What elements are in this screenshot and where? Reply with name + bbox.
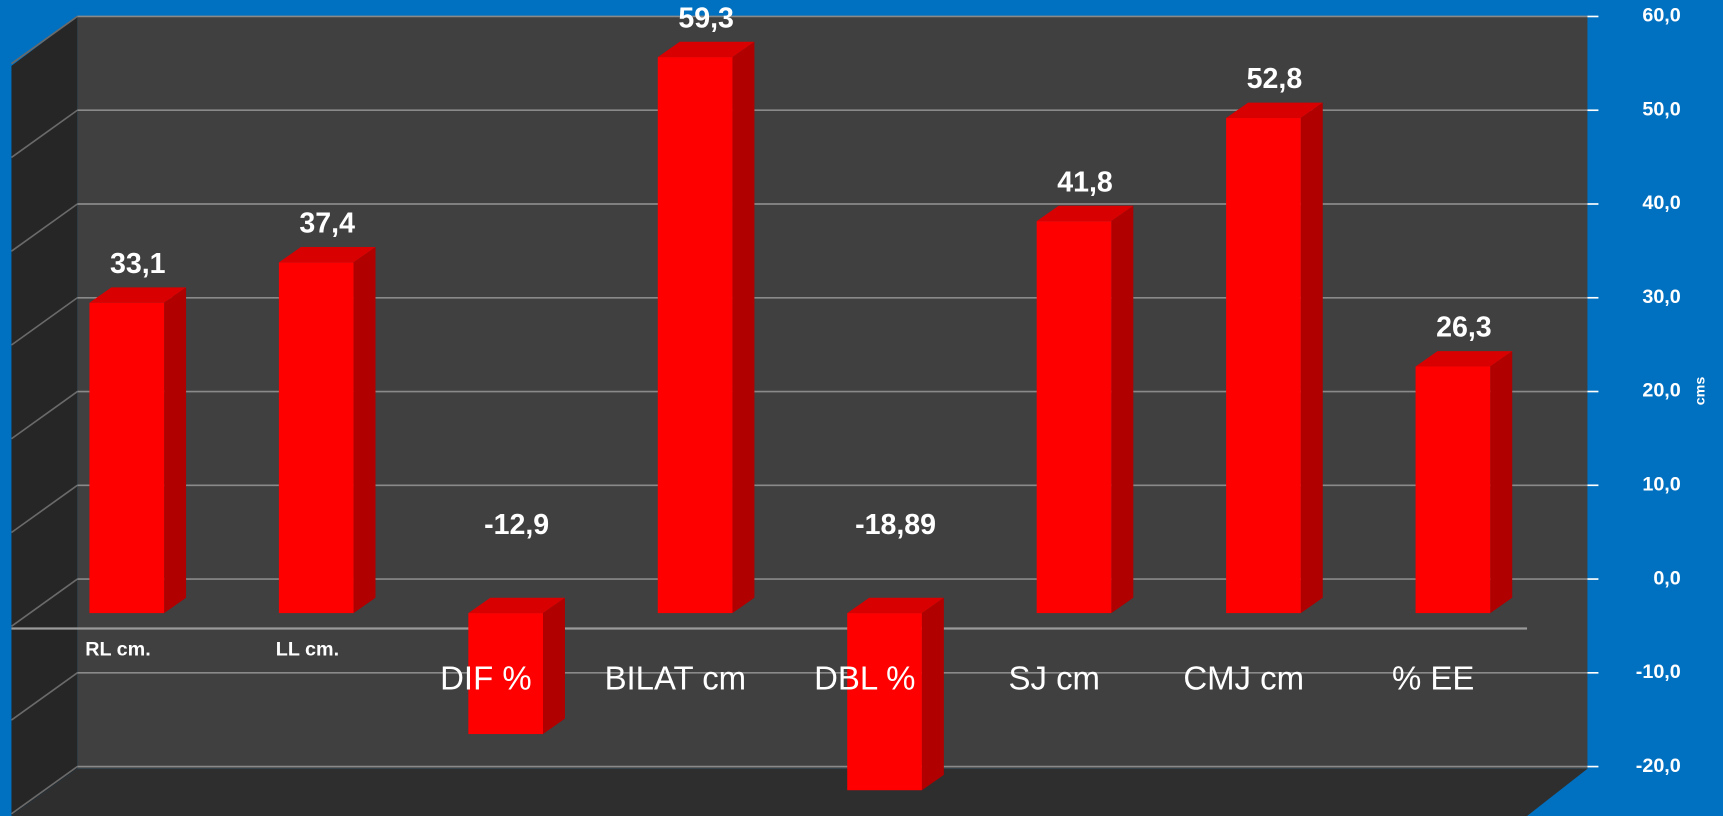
x-tick-label: DBL % (814, 660, 915, 697)
grid-line (10, 484, 78, 534)
y-tick-label: 40,0 (1642, 192, 1680, 214)
bar-side (1490, 351, 1513, 614)
bar (1226, 118, 1301, 614)
x-tick-label: LL cm. (276, 638, 339, 660)
y-tick-label: 20,0 (1642, 380, 1680, 402)
value-label: 26,3 (1436, 312, 1492, 344)
bar-side (921, 597, 944, 791)
bar-side (164, 287, 187, 614)
value-label: 33,1 (110, 248, 166, 280)
x-tick-label: RL cm. (85, 638, 151, 660)
value-label: -12,9 (484, 509, 549, 541)
grid-line (10, 765, 78, 815)
grid-line (10, 672, 78, 721)
bar-side (543, 597, 565, 735)
bar (847, 613, 922, 791)
y-tick-label: -20,0 (1636, 755, 1681, 777)
value-label: 37,4 (299, 208, 355, 240)
bar-top (89, 287, 187, 303)
y-tick-label: 50,0 (1642, 98, 1680, 120)
grid-line (10, 203, 78, 252)
bar-top (657, 41, 755, 58)
bar-side (1300, 102, 1323, 614)
x-tick-label: DIF % (440, 660, 532, 697)
bar-top (1226, 102, 1323, 119)
bar (278, 262, 354, 614)
y-tick-label: 60,0 (1642, 5, 1680, 27)
bar (657, 57, 733, 614)
x-tick-label: SJ cm (1008, 660, 1100, 697)
y-tick-label: 10,0 (1642, 474, 1680, 496)
bar (1415, 366, 1491, 614)
bar-top (468, 597, 565, 614)
y-tick-label: 0,0 (1653, 567, 1680, 589)
y-axis-label: cms (1692, 377, 1708, 406)
value-label: 52,8 (1247, 63, 1303, 95)
bar-side (353, 247, 376, 614)
grid-line (10, 390, 78, 440)
bar-side (732, 41, 755, 614)
bar (89, 302, 165, 614)
value-label: 59,3 (678, 2, 734, 34)
grid-line (10, 15, 78, 65)
grid-line (10, 578, 78, 627)
bar (1036, 221, 1112, 614)
value-label: 41,8 (1057, 166, 1113, 198)
grid-line (10, 297, 78, 346)
x-tick-label: CMJ cm (1183, 660, 1304, 697)
y-tick-label: -10,0 (1636, 661, 1681, 683)
bar-top (1036, 205, 1134, 222)
bar-top (278, 247, 376, 263)
floor (11, 768, 1588, 816)
bar-top (847, 597, 944, 614)
x-tick-label: BILAT cm (605, 660, 747, 697)
y-tick-label: 30,0 (1642, 286, 1680, 308)
grid-line (10, 109, 78, 159)
bar-side (1111, 205, 1134, 614)
x-tick-label: % EE (1392, 660, 1474, 697)
bar (468, 613, 544, 735)
value-label: -18,89 (855, 509, 936, 541)
bar-top (1415, 351, 1513, 367)
